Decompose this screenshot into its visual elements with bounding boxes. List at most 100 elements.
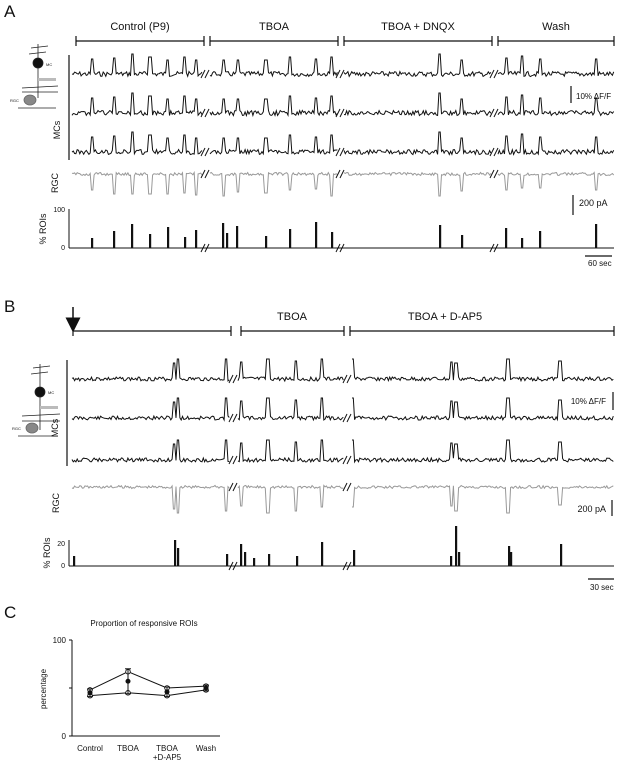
y-axis-label: percentage [39,668,48,709]
break-mark [335,69,341,79]
break-mark [346,374,352,384]
condition-label-tboa: TBOA [277,311,308,323]
schematic-rgc-label: RGC [10,98,19,103]
break-mark [339,108,345,118]
rois-tick-0: 0 [61,563,65,570]
break-mark [489,169,495,179]
rois-bar [508,546,511,566]
rois-tick-20: 20 [57,541,65,548]
x-tick-label-tboa-dap5-line2: +D-AP5 [153,753,182,762]
panel-b-retina-schematic [18,364,61,437]
schematic-rgc-label: RGC [12,426,21,431]
condition-label-control: Control (P9) [110,21,169,33]
break-mark [204,108,210,118]
panel-a-rgc-label: RGC [50,173,60,194]
break-mark [232,413,238,423]
break-mark [339,169,345,179]
break-mark [232,455,238,465]
rois-bar [315,222,318,248]
break-mark [342,455,348,465]
panel-b-condition-bars [72,326,615,336]
rois-bar [177,548,180,566]
break-mark [228,482,234,492]
x-tick-label-wash: Wash [196,744,216,753]
break-mark [200,169,206,179]
schematic-mc-label: MC [46,62,52,67]
break-mark [200,108,206,118]
break-mark [493,108,499,118]
panel-b: B TBOA TBOA + D-AP5 MC RGC MCs 10% [4,297,615,592]
break-mark [232,374,238,384]
break-mark [342,374,348,384]
rois-histogram [91,222,598,248]
condition-label-tboa-dap5: TBOA + D-AP5 [408,311,482,323]
rois-bar [253,558,256,566]
series-line-1 [89,671,207,691]
rois-bar [521,238,524,248]
break-mark [335,108,341,118]
break-mark [346,482,352,492]
panel-a-mc-axis-label: MCs [52,120,62,139]
mc-trace-3 [71,131,615,156]
mc-trace-2 [71,92,615,118]
rois-tick-0: 0 [61,245,65,252]
break-mark [204,147,210,157]
rois-bar [510,552,513,566]
trace-break-marks [228,374,352,571]
rois-axis-label: % ROIs [38,213,48,245]
mean-point [87,690,93,696]
rgc-current-trace [71,170,615,197]
rois-bar [131,224,134,248]
break-mark [346,413,352,423]
mc-trace-2 [71,397,614,422]
rois-bar [455,526,458,566]
break-mark [232,482,238,492]
panel-c: C Proportion of responsive ROIs 100 0 pe… [4,603,220,762]
rois-bar [167,227,170,248]
rois-histogram [73,526,563,566]
time-scale-label: 30 sec [590,583,614,592]
mc-trace-3 [71,439,614,464]
y-tick-label-0: 0 [62,732,67,741]
break-mark [339,147,345,157]
time-scale-label: 60 sec [588,259,612,268]
mean-point [164,689,170,695]
x-tick-label-tboa: TBOA [117,744,139,753]
mc-trace-1 [71,53,615,78]
break-mark [204,69,210,79]
break-mark [228,413,234,423]
rgc-current-trace [71,484,614,514]
break-mark [228,374,234,384]
chart-title: Proportion of responsive ROIs [90,619,197,628]
rois-bar [244,552,247,566]
panel-b-letter: B [4,297,15,316]
mean-point [203,685,209,691]
break-mark [342,413,348,423]
panel-b-mc-axis-label: MCs [50,418,60,437]
rois-bar [268,554,271,566]
break-mark [489,108,495,118]
y-tick-label-100: 100 [53,636,67,645]
break-mark [489,69,495,79]
x-tick-label-tboa-dap5-line1: TBOA [156,744,178,753]
rois-bar [149,234,152,248]
rois-bar [91,238,94,248]
condition-label-tboa-dnqx: TBOA + DNQX [381,21,455,33]
series-line-2 [89,689,207,697]
condition-label-tboa: TBOA [259,21,290,33]
break-mark [339,69,345,79]
panel-a-retina-schematic [18,44,59,109]
rois-tick-100: 100 [53,207,65,214]
break-mark [335,147,341,157]
schematic-mc-label: MC [48,390,54,395]
panel-a-condition-bars [75,36,615,46]
rois-bar [226,554,229,566]
panel-a-letter: A [4,2,16,21]
condition-label-wash: Wash [542,21,570,33]
rois-bar [184,237,187,248]
break-mark [204,169,210,179]
break-mark [489,147,495,157]
current-scale-label: 200 pA [577,504,606,514]
rois-bar [174,540,177,566]
rois-bar [195,230,198,248]
